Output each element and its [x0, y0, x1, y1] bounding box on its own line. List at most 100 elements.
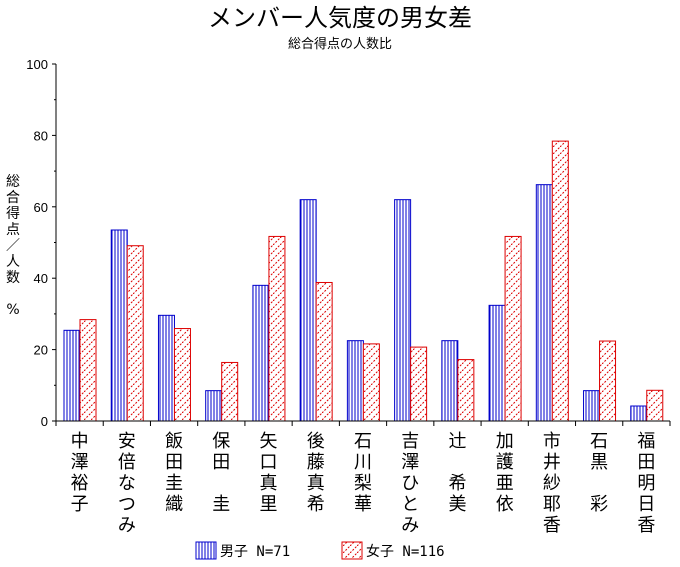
x-category-char: 加 — [496, 431, 514, 452]
bar-male-6 — [346, 340, 364, 422]
x-category-char: 田 — [637, 452, 655, 473]
x-category-char — [212, 473, 230, 494]
x-category-char: 亜 — [496, 473, 514, 494]
x-category-char: 倍 — [118, 452, 136, 473]
y-axis-label: 総合得点／人数% — [6, 174, 20, 318]
x-category-char: 川 — [354, 452, 372, 473]
bar-male-2 — [157, 314, 175, 422]
bar-male-5 — [299, 199, 317, 422]
legend-swatch-male — [195, 541, 217, 560]
x-category-char: 希 — [307, 494, 325, 515]
y-axis-label-char: 総 — [6, 174, 20, 190]
x-category-label: 辻 希美 — [448, 431, 466, 515]
bar-female-0 — [79, 319, 97, 422]
x-category-label: 保田 圭 — [212, 431, 230, 515]
bar-female-11 — [599, 340, 617, 422]
bar-female-10 — [551, 140, 569, 422]
chart-title: メンバー人気度の男女差 — [208, 4, 472, 32]
chart-subtitle: 総合得点の人数比 — [288, 36, 392, 52]
x-category-char: 香 — [543, 515, 561, 536]
bar-male-9 — [488, 304, 506, 422]
legend-swatch-female — [341, 541, 363, 560]
bar-female-8 — [457, 359, 475, 422]
x-category-char: 黒 — [590, 452, 608, 473]
x-category-char: 圭 — [165, 473, 183, 494]
y-axis-label-char: 数 — [6, 270, 20, 286]
x-category-char: つ — [118, 494, 136, 515]
bar-male-8 — [441, 340, 459, 422]
x-category-char: 希 — [448, 473, 466, 494]
y-axis-label-char: ／ — [6, 238, 20, 254]
x-category-char: 福 — [637, 431, 655, 452]
x-category-char: 織 — [165, 494, 183, 515]
bar-male-12 — [630, 405, 648, 422]
bar-male-7 — [394, 199, 412, 422]
x-category-char: 真 — [307, 473, 325, 494]
bar-male-11 — [583, 390, 601, 422]
x-category-char: 明 — [637, 473, 655, 494]
x-category-char: 市 — [543, 431, 561, 452]
x-category-char: 後 — [307, 431, 325, 452]
x-category-char: 護 — [496, 452, 514, 473]
x-category-char: 安 — [118, 431, 136, 452]
bar-female-7 — [410, 346, 428, 422]
x-category-char: 裕 — [71, 473, 89, 494]
x-category-char: 美 — [448, 494, 466, 515]
x-category-char: 圭 — [212, 494, 230, 515]
x-category-char: 石 — [354, 431, 372, 452]
x-category-char: 矢 — [260, 431, 278, 452]
x-category-char: み — [118, 515, 136, 536]
y-axis: 0 20 40 60 80 100 — [26, 57, 57, 429]
x-category-char: 辻 — [448, 431, 466, 452]
x-category-char: 華 — [354, 494, 372, 515]
legend: 男子 N=71 女子 N=116 — [195, 541, 445, 560]
x-category-char: 吉 — [401, 431, 419, 452]
bar-female-5 — [315, 281, 333, 422]
x-category-char: ひ — [401, 473, 419, 494]
x-category-char: 井 — [543, 452, 561, 473]
y-axis-label-char: 点 — [6, 222, 20, 238]
x-category-char: 田 — [212, 452, 230, 473]
y-axis-label-char: 人 — [6, 254, 20, 270]
bar-female-6 — [362, 343, 380, 422]
bar-female-4 — [268, 235, 286, 422]
bar-male-3 — [205, 390, 223, 422]
x-category-char — [448, 452, 466, 473]
bar-male-4 — [252, 284, 270, 422]
bar-female-9 — [504, 235, 522, 422]
y-tick-label: 20 — [34, 343, 48, 358]
x-category-char: 藤 — [307, 452, 325, 473]
x-category-char: 石 — [590, 431, 608, 452]
bar-female-1 — [126, 245, 144, 422]
legend-label-male: 男子 N=71 — [220, 544, 290, 560]
x-category-char: 中 — [71, 431, 89, 452]
bar-female-3 — [221, 361, 239, 422]
bar-male-1 — [110, 229, 128, 422]
x-category-char — [590, 473, 608, 494]
x-category-char: 飯 — [165, 431, 183, 452]
bar-male-10 — [535, 184, 553, 422]
y-tick-label: 100 — [26, 57, 48, 72]
x-category-char: 子 — [71, 494, 89, 515]
x-category-char: 里 — [260, 494, 278, 515]
bar-female-12 — [646, 389, 664, 422]
x-category-char: 保 — [212, 431, 230, 452]
x-category-char: 澤 — [401, 452, 419, 473]
x-category-char: 梨 — [354, 473, 372, 494]
y-axis-label-char: 合 — [6, 190, 20, 206]
x-category-char: 澤 — [71, 452, 89, 473]
bars — [63, 140, 664, 422]
x-category-char: み — [401, 515, 419, 536]
x-category-char: な — [118, 473, 136, 494]
x-category-char: 日 — [637, 494, 655, 515]
y-tick-label: 60 — [34, 200, 48, 215]
